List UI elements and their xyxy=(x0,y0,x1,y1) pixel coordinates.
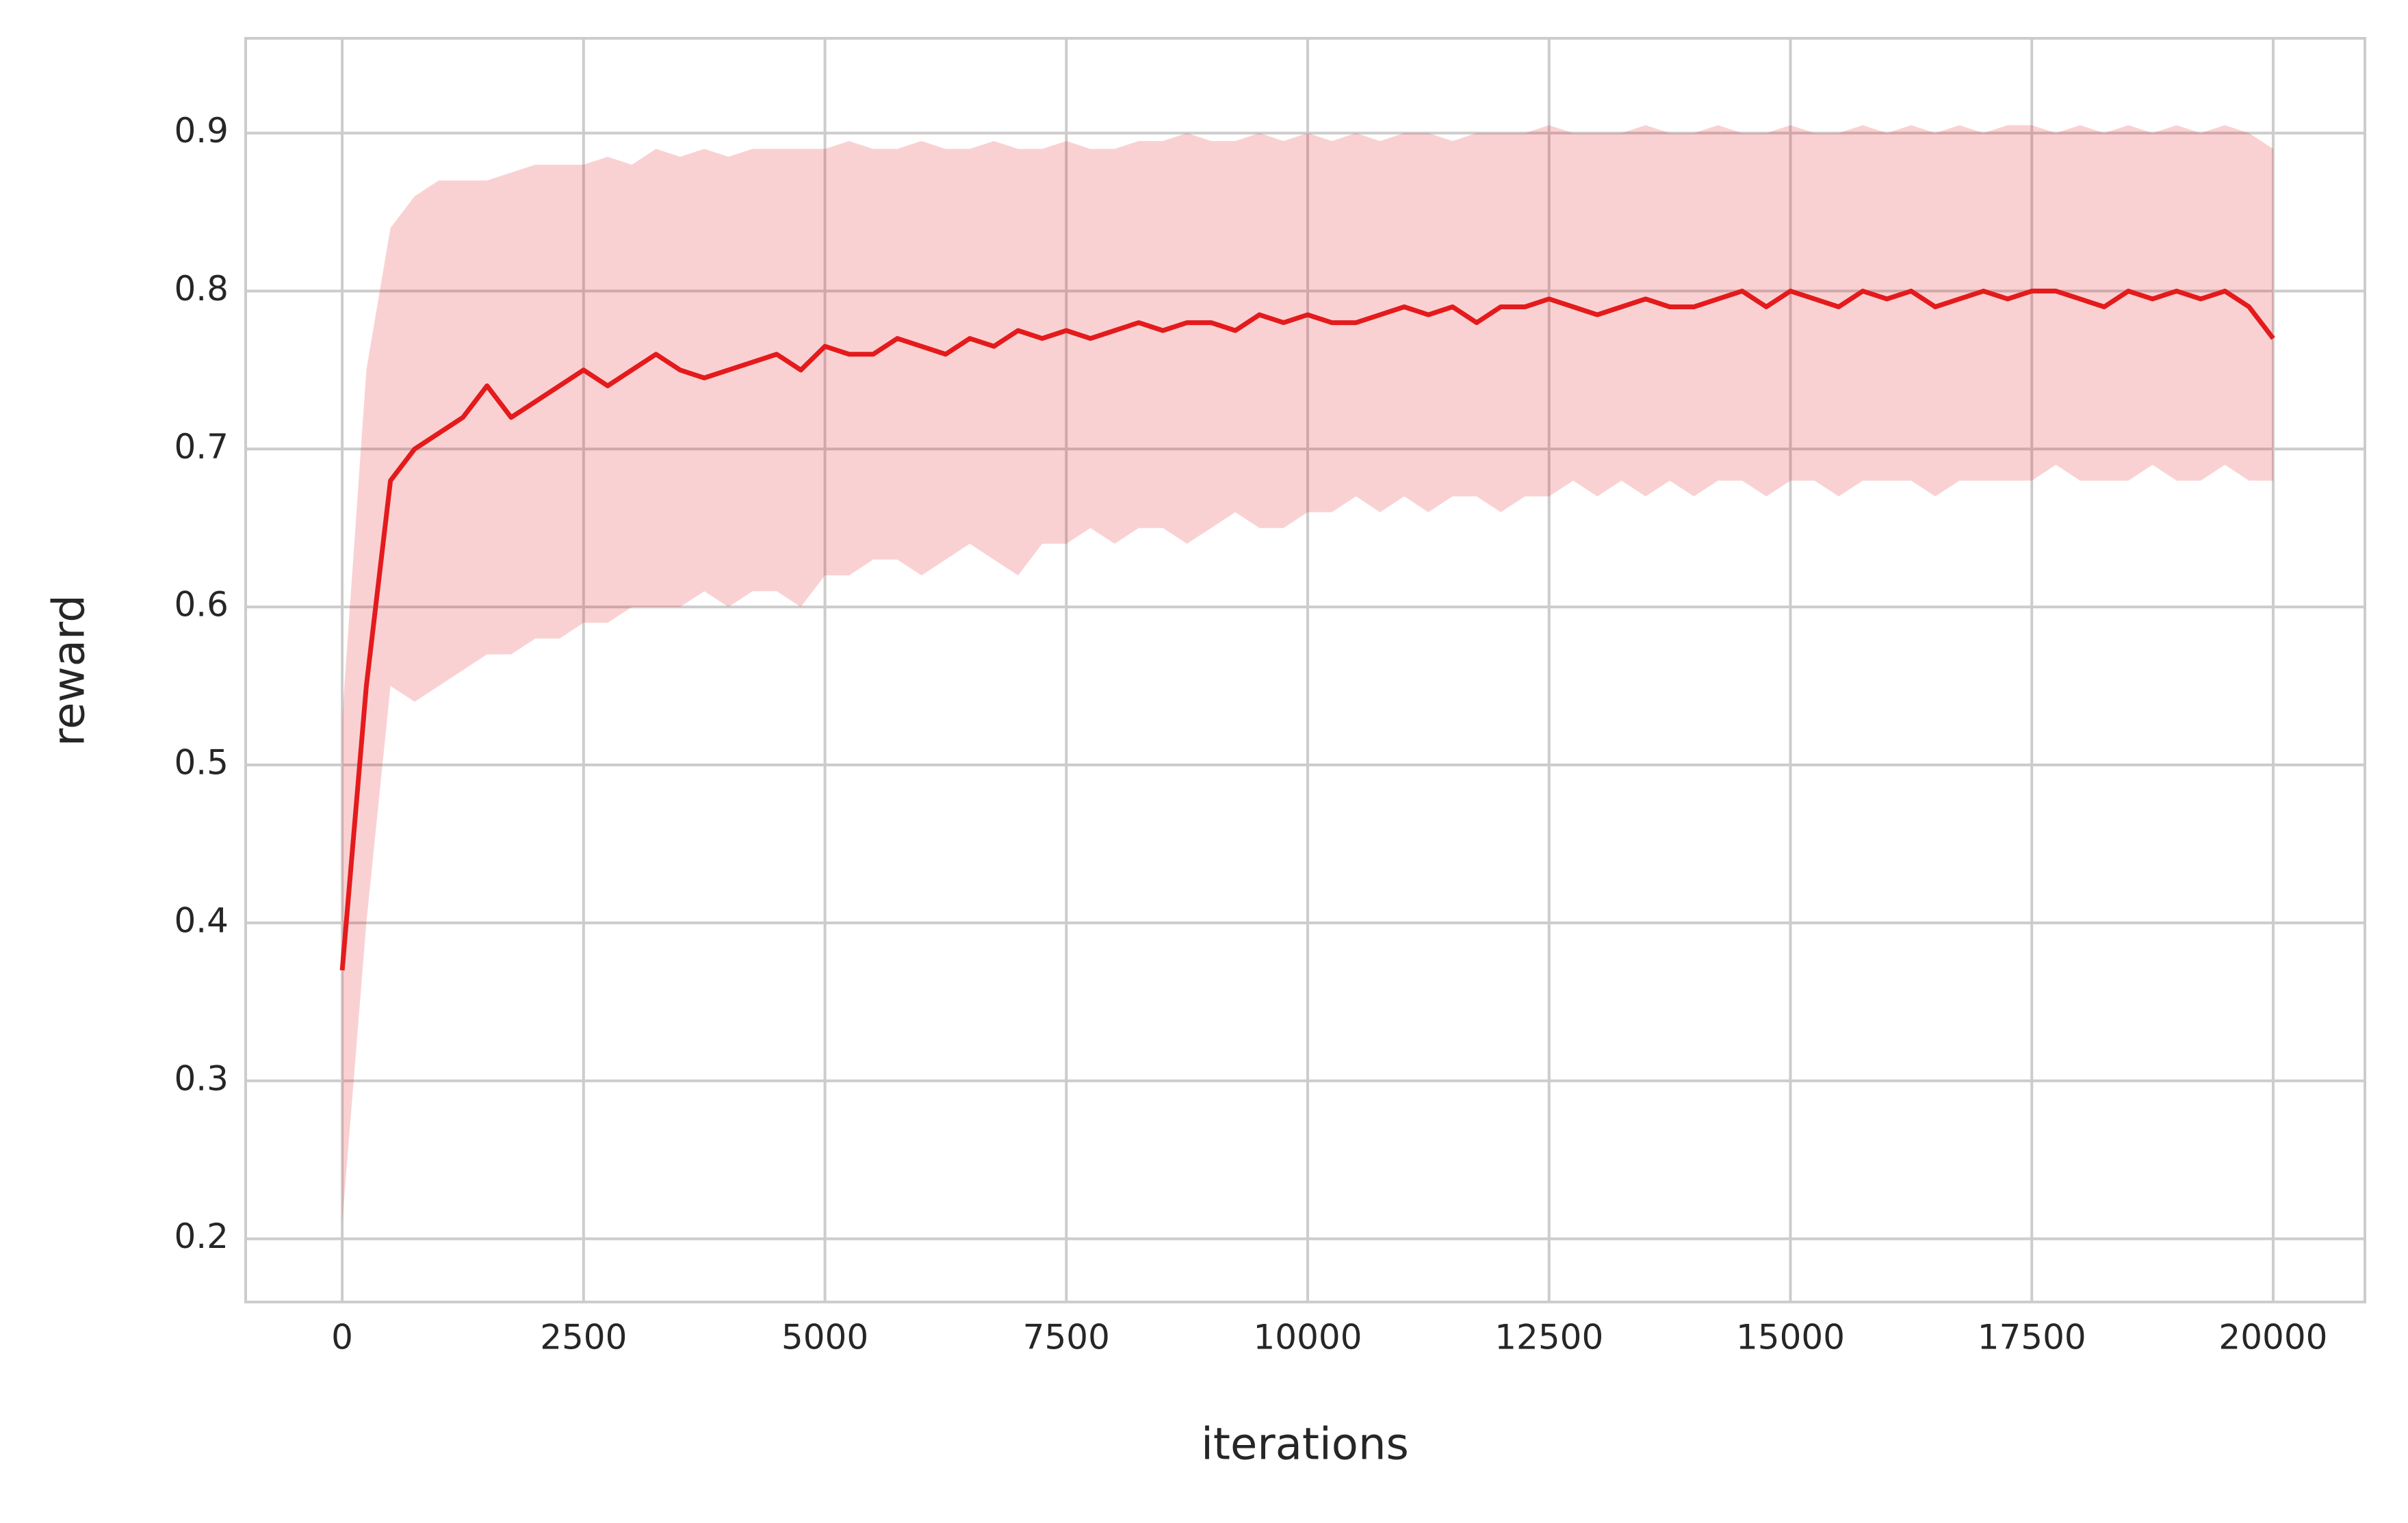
y-tick-label: 0.7 xyxy=(174,427,229,467)
y-tick-label: 0.6 xyxy=(174,585,229,625)
x-tick-label: 7500 xyxy=(1023,1318,1110,1357)
y-tick-label: 0.2 xyxy=(174,1216,229,1256)
x-tick-label: 0 xyxy=(331,1318,353,1357)
y-tick-label: 0.3 xyxy=(174,1058,229,1098)
y-tick-label: 0.5 xyxy=(174,743,229,783)
confidence-band xyxy=(342,125,2273,1223)
y-tick-label: 0.4 xyxy=(174,900,229,940)
x-tick-label: 5000 xyxy=(781,1318,868,1357)
line xyxy=(339,288,2275,971)
plot-frame xyxy=(244,37,2366,1303)
x-tick-label: 2500 xyxy=(540,1318,627,1357)
x-axis-label: iterations xyxy=(1201,1420,1409,1470)
x-tick-label: 17500 xyxy=(1978,1318,2086,1357)
x-tick-label: 12500 xyxy=(1494,1318,1603,1357)
y-tick-label: 0.8 xyxy=(174,269,229,309)
x-tick-label: 20000 xyxy=(2218,1318,2327,1357)
y-tick-label: 0.9 xyxy=(174,111,229,151)
y-axis-label: reward xyxy=(44,595,95,746)
x-tick-label: 15000 xyxy=(1736,1318,1845,1357)
x-tick-label: 10000 xyxy=(1253,1318,1362,1357)
